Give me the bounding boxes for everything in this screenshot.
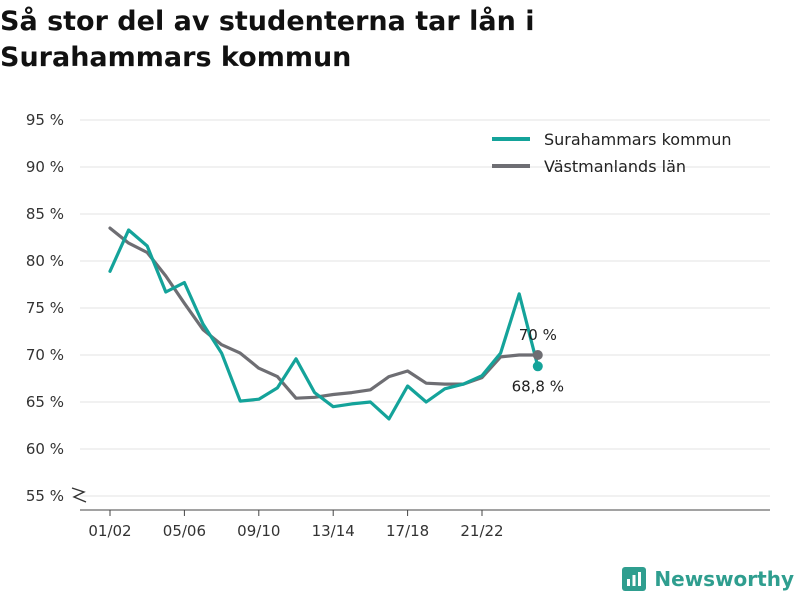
end-label-kommun: 68,8 %: [512, 377, 564, 395]
y-tick-label: 80 %: [26, 252, 64, 270]
y-tick-label: 95 %: [26, 111, 64, 129]
y-tick-label: 75 %: [26, 299, 64, 317]
x-tick-label: 05/06: [163, 522, 206, 540]
series-end-markers: 70 % 68,8 %: [512, 326, 564, 395]
y-axis: 55 % 60 % 65 % 70 % 75 % 80 % 85 % 90 % 95 %: [26, 111, 87, 505]
legend: Surahammars kommun Västmanlands län: [492, 130, 732, 176]
x-axis: 01/02 05/06 09/10 13/14 17/18 21/22: [80, 509, 770, 540]
y-tick-label: 85 %: [26, 205, 64, 223]
x-tick-label: 13/14: [312, 522, 355, 540]
y-tick-label: 60 %: [26, 440, 64, 458]
series-line-1: [108, 226, 540, 400]
y-tick-label: 55 %: [26, 487, 64, 505]
gridlines: [80, 119, 770, 497]
x-tick-label: 21/22: [460, 522, 503, 540]
bar-chart-icon: [622, 567, 647, 591]
end-point-0: [532, 361, 543, 372]
x-tick-label: 09/10: [237, 522, 280, 540]
legend-label-0: Surahammars kommun: [544, 130, 732, 149]
series-lines: [108, 226, 540, 421]
brand-name: Newsworthy: [654, 567, 794, 591]
x-tick-label: 01/02: [88, 522, 131, 540]
chart-title: Så stor del av studenterna tar lån i Sur…: [0, 4, 780, 76]
y-tick-label: 90 %: [26, 158, 64, 176]
chart-title-line-2: Surahammars kommun: [0, 42, 352, 73]
series-line-0: [108, 228, 540, 421]
axis-break-icon: [71, 487, 87, 503]
y-tick-label: 65 %: [26, 393, 64, 411]
x-tick-label: 17/18: [386, 522, 429, 540]
legend-label-1: Västmanlands län: [544, 157, 686, 176]
end-point-1: [532, 350, 543, 360]
chart-title-line-1: Så stor del av studenterna tar lån i: [0, 6, 535, 37]
newsworthy-logo: Newsworthy: [622, 564, 794, 594]
end-label-lan: 70 %: [519, 326, 557, 344]
y-tick-label: 70 %: [26, 346, 64, 364]
